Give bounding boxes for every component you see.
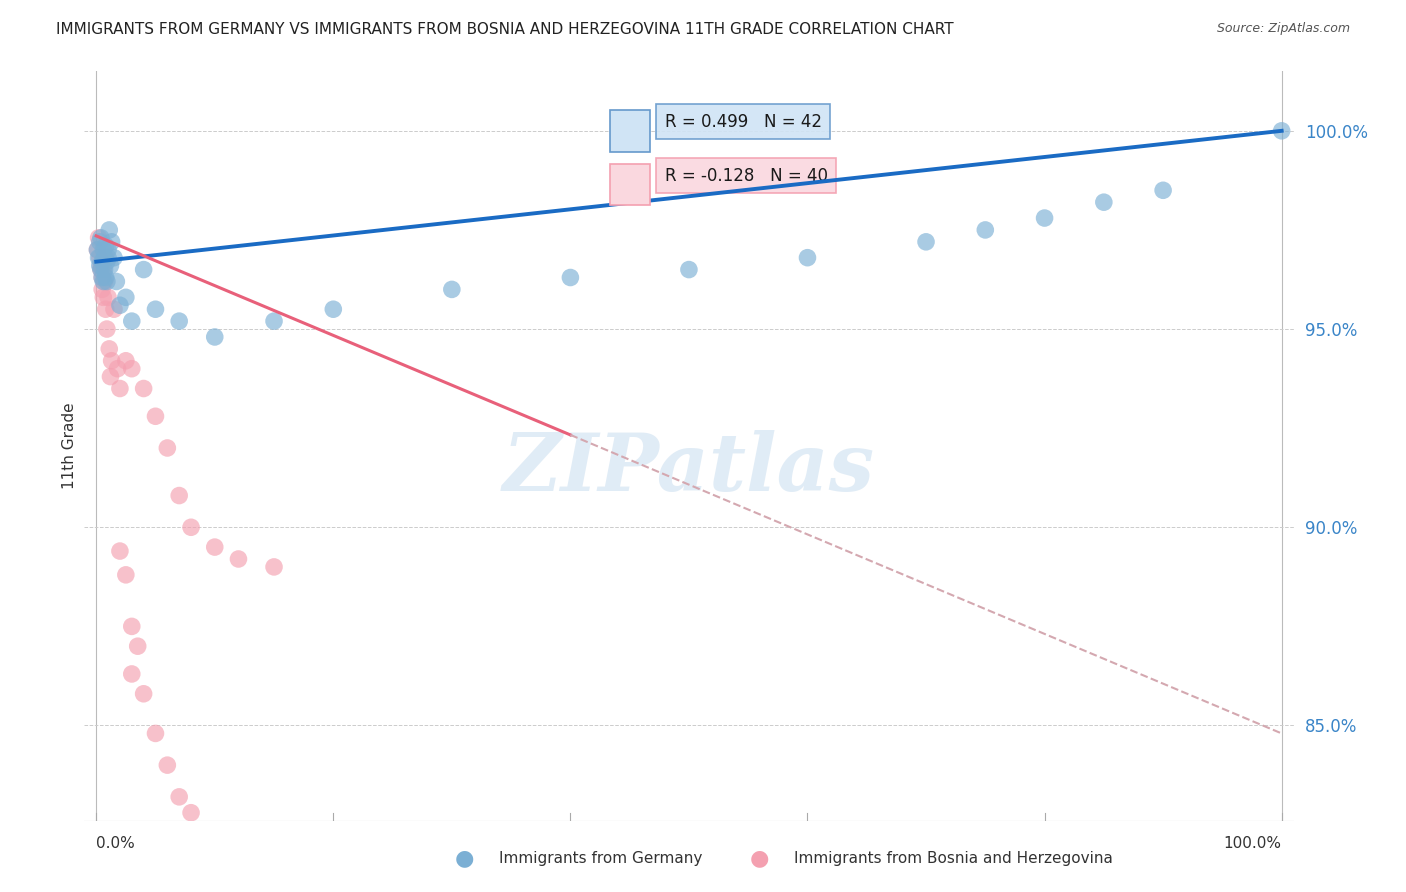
Point bbox=[167, 314, 190, 328]
Text: IMMIGRANTS FROM GERMANY VS IMMIGRANTS FROM BOSNIA AND HERZEGOVINA 11TH GRADE COR: IMMIGRANTS FROM GERMANY VS IMMIGRANTS FR… bbox=[56, 22, 953, 37]
Point bbox=[796, 251, 818, 265]
Point bbox=[204, 330, 226, 344]
Point bbox=[103, 251, 125, 265]
Point bbox=[97, 251, 120, 265]
Point bbox=[91, 270, 114, 285]
Point bbox=[91, 262, 114, 277]
Point bbox=[89, 235, 111, 249]
Point bbox=[94, 251, 117, 265]
Point bbox=[90, 259, 112, 273]
Point bbox=[97, 243, 120, 257]
Point bbox=[100, 353, 122, 368]
Point bbox=[1092, 195, 1115, 210]
Point bbox=[1152, 183, 1174, 197]
Point bbox=[91, 290, 114, 304]
Point bbox=[228, 552, 250, 566]
Point bbox=[100, 369, 122, 384]
Point bbox=[87, 251, 110, 265]
Point bbox=[180, 805, 202, 820]
Point bbox=[132, 262, 155, 277]
Point bbox=[156, 758, 179, 772]
Point bbox=[115, 290, 138, 304]
Point bbox=[89, 251, 111, 265]
Point bbox=[121, 314, 143, 328]
Point bbox=[132, 382, 155, 396]
Point bbox=[91, 275, 114, 289]
Text: 100.0%: 100.0% bbox=[1223, 837, 1282, 852]
Point bbox=[96, 322, 118, 336]
Text: R = -0.128   N = 40: R = -0.128 N = 40 bbox=[665, 167, 828, 185]
Text: 0.0%: 0.0% bbox=[96, 837, 135, 852]
Point bbox=[100, 235, 122, 249]
Point bbox=[91, 243, 114, 257]
Point bbox=[94, 239, 117, 253]
FancyBboxPatch shape bbox=[610, 111, 650, 152]
Point bbox=[121, 361, 143, 376]
Point bbox=[98, 223, 121, 237]
Point bbox=[86, 243, 108, 257]
Point bbox=[145, 409, 167, 424]
Text: Source: ZipAtlas.com: Source: ZipAtlas.com bbox=[1216, 22, 1350, 36]
Point bbox=[145, 726, 167, 740]
Text: Immigrants from Germany: Immigrants from Germany bbox=[499, 851, 703, 865]
Point bbox=[93, 251, 115, 265]
Point bbox=[1271, 124, 1294, 138]
Point bbox=[103, 302, 125, 317]
Point bbox=[87, 231, 110, 245]
Point bbox=[96, 254, 118, 268]
Point bbox=[263, 560, 285, 574]
Point bbox=[107, 361, 129, 376]
Point bbox=[96, 275, 118, 289]
Point bbox=[97, 290, 120, 304]
Point bbox=[91, 254, 114, 268]
FancyBboxPatch shape bbox=[610, 164, 650, 205]
Point bbox=[93, 275, 115, 289]
Point bbox=[145, 302, 167, 317]
Point bbox=[156, 441, 179, 455]
Point bbox=[121, 619, 143, 633]
Point bbox=[132, 687, 155, 701]
Point bbox=[90, 262, 112, 277]
Text: Immigrants from Bosnia and Herzegovina: Immigrants from Bosnia and Herzegovina bbox=[794, 851, 1114, 865]
Point bbox=[105, 275, 128, 289]
Text: R = 0.499   N = 42: R = 0.499 N = 42 bbox=[665, 112, 821, 130]
Point bbox=[93, 262, 115, 277]
Point bbox=[94, 302, 117, 317]
Point bbox=[90, 262, 112, 277]
Text: ZIPatlas: ZIPatlas bbox=[503, 430, 875, 508]
Text: ●: ● bbox=[749, 848, 769, 868]
Point bbox=[322, 302, 344, 317]
Point bbox=[180, 520, 202, 534]
Point bbox=[560, 270, 582, 285]
Point bbox=[108, 298, 131, 312]
Point bbox=[108, 544, 131, 558]
Point bbox=[678, 262, 700, 277]
Point bbox=[167, 789, 190, 804]
Point bbox=[100, 259, 122, 273]
Point bbox=[167, 489, 190, 503]
Point bbox=[440, 282, 463, 296]
Point bbox=[115, 567, 138, 582]
Y-axis label: 11th Grade: 11th Grade bbox=[62, 402, 77, 490]
Point bbox=[915, 235, 938, 249]
Point bbox=[89, 259, 111, 273]
Text: ●: ● bbox=[454, 848, 474, 868]
Point bbox=[204, 540, 226, 554]
Point bbox=[974, 223, 997, 237]
Point bbox=[121, 667, 143, 681]
Point bbox=[115, 353, 138, 368]
Point bbox=[108, 382, 131, 396]
Point bbox=[127, 639, 149, 653]
Point bbox=[1033, 211, 1056, 225]
Point bbox=[86, 243, 108, 257]
Point bbox=[91, 270, 114, 285]
Point bbox=[98, 342, 121, 356]
Point bbox=[263, 314, 285, 328]
Point bbox=[94, 270, 117, 285]
Point bbox=[91, 282, 114, 296]
Point bbox=[90, 231, 112, 245]
